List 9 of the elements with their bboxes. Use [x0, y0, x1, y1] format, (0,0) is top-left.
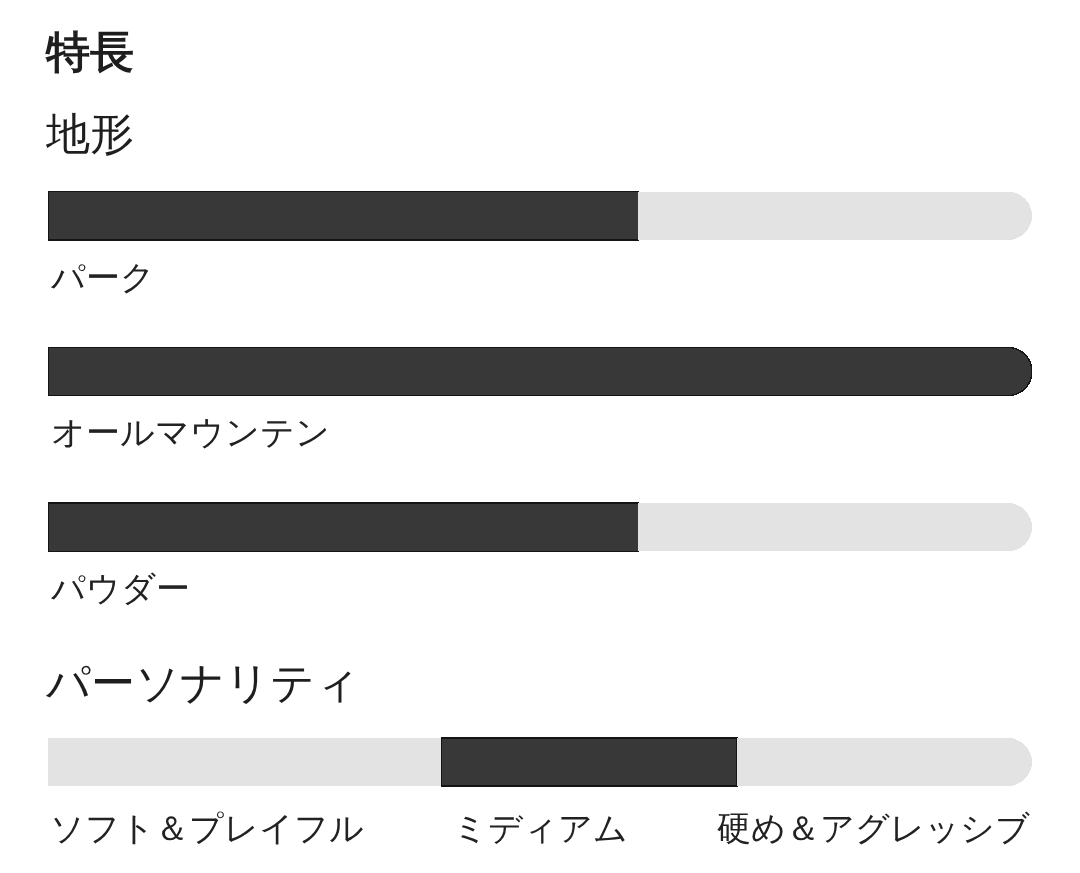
text: ミディアム: [453, 808, 628, 848]
chart-title: 特長: [46, 26, 134, 77]
chart-title: パーソナリティ: [46, 657, 360, 708]
y-tick-label: オールマウンテン: [51, 412, 330, 453]
y-tick-label: パウダー: [50, 568, 190, 609]
chart-subtitle: 地形: [46, 108, 134, 159]
y-tick-label: パーク: [50, 256, 155, 297]
text: ソフト＆プレイフル: [50, 808, 364, 848]
text: 硬め＆アグレッシブ: [717, 808, 1030, 848]
